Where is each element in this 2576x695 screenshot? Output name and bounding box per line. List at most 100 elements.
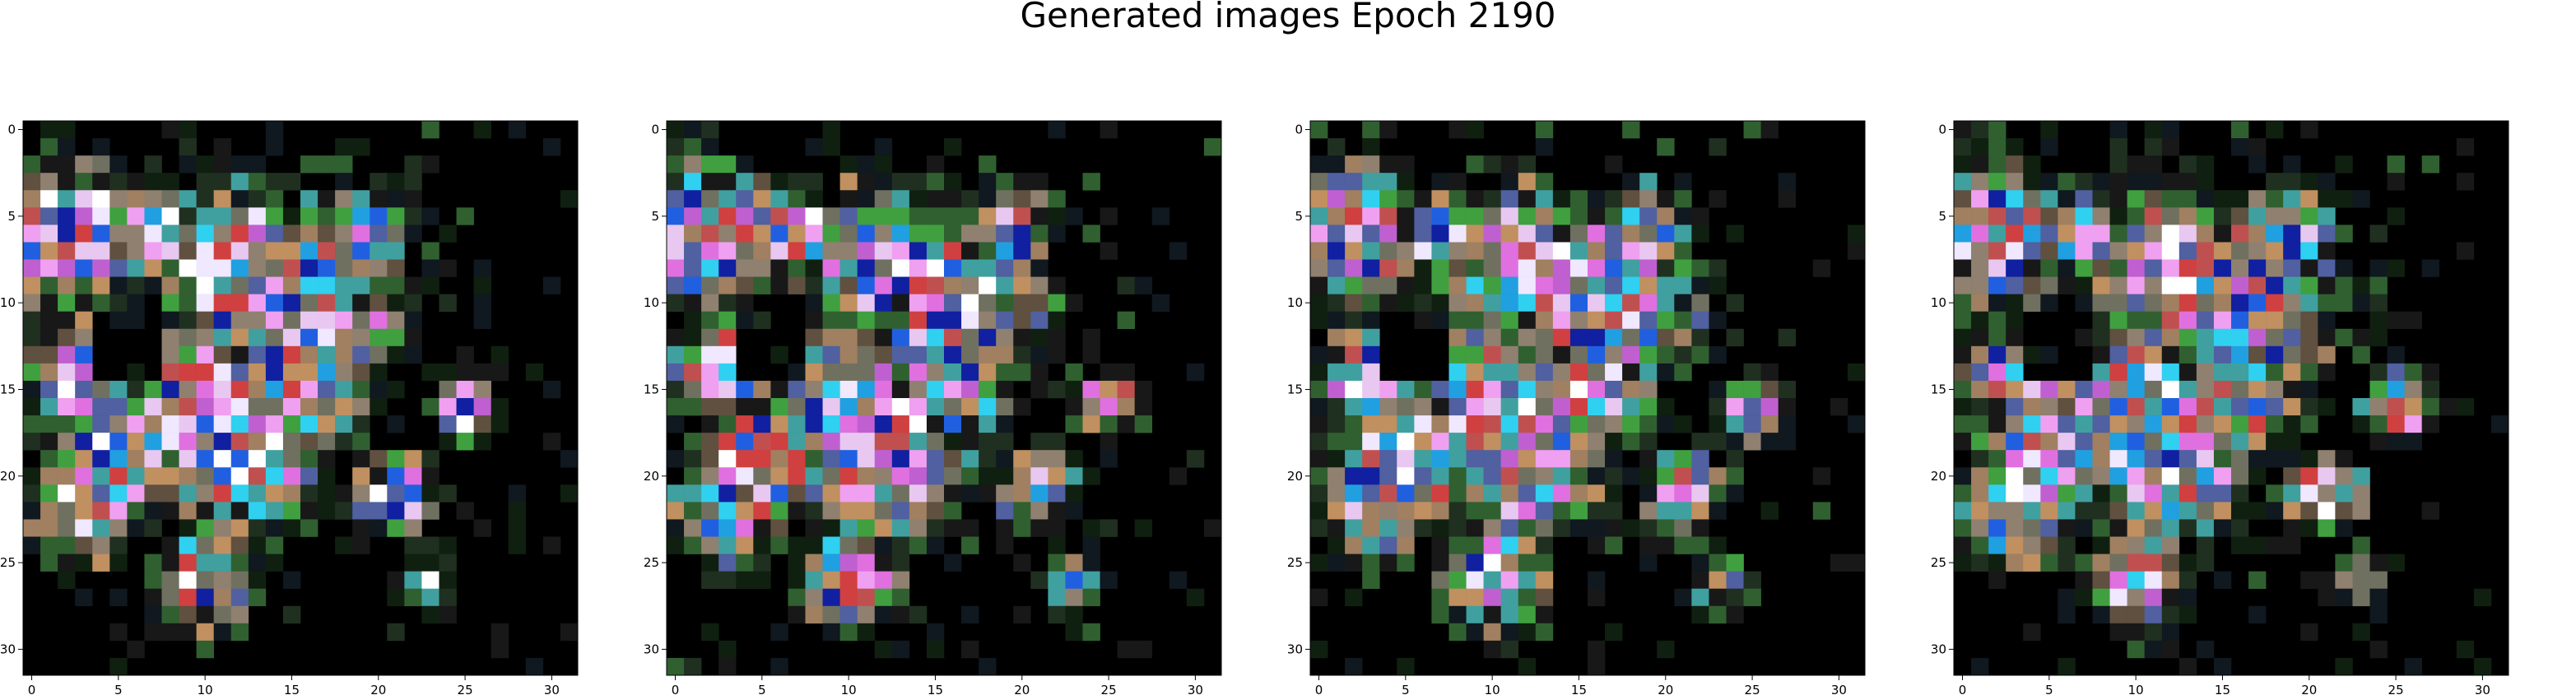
pixel [1988,242,2006,260]
pixel [58,173,76,191]
pixel [404,345,422,364]
pixel [2144,502,2163,520]
pixel [2266,415,2284,433]
pixel [1310,415,1328,433]
pixel [684,190,702,208]
pixel [701,155,719,174]
pixel [1709,433,1727,451]
pixel [196,311,214,330]
pixel [404,467,422,485]
pixel [1483,345,1501,364]
pixel [2266,259,2284,277]
pixel [525,363,544,382]
pixel [1466,415,1484,433]
pixel [770,536,788,554]
pixel [1971,657,1989,676]
pixel [1466,242,1484,260]
pixel [2421,398,2440,416]
pixel [2092,536,2110,554]
pixel [370,398,388,416]
pixel [2387,173,2405,191]
pixel [23,294,41,312]
pixel [456,502,474,520]
pixel [891,398,910,416]
pixel [196,190,214,208]
pixel [1622,467,1640,485]
pixel [1345,433,1363,451]
pixel [684,450,702,468]
pixel [2023,450,2041,468]
pixel [1988,173,2006,191]
pixel [1954,380,1972,399]
pixel [1483,554,1501,572]
pixel [2144,294,2163,312]
pixel [805,207,823,225]
pixel [2023,155,2041,174]
pixel [718,484,737,503]
pixel [1448,623,1467,642]
pixel [2318,311,2336,330]
pixel [2040,536,2058,554]
pixel [318,328,336,347]
pixel [1345,415,1363,433]
pixel [1518,588,1537,607]
pixel [1030,380,1049,399]
pixel [1726,605,1744,624]
pixel [2335,225,2353,243]
pixel [75,242,93,260]
pixel [753,502,771,520]
pixel [109,502,128,520]
pixel [2369,588,2388,607]
pixel [2387,345,2405,364]
pixel [387,571,405,589]
pixel [144,554,162,572]
pixel [370,294,388,312]
pixel [196,380,214,399]
pixel [1847,554,1866,572]
pixel [1971,433,1989,451]
pixel [2404,380,2422,399]
pixel [1483,588,1501,607]
pixel [1397,484,1415,503]
pixel [1414,467,1432,485]
pixel [1448,588,1467,607]
pixel [1414,311,1432,330]
pixel [667,450,685,468]
pixel [1500,519,1519,537]
pixel [961,415,979,433]
pixel [1569,311,1588,330]
pixel [2318,328,2336,347]
pixel [2369,640,2388,659]
pixel [2144,138,2163,156]
pixel [230,415,249,433]
pixel [161,173,179,191]
pixel [1030,571,1049,589]
pixel [805,554,823,572]
pixel [701,242,719,260]
pixel [1448,363,1467,382]
pixel [857,380,876,399]
pixel [230,571,249,589]
y-tick-label: 15 [1931,382,1946,396]
pixel [421,276,439,294]
pixel [2231,138,2249,156]
pixel [58,121,76,139]
pixel [1414,450,1432,468]
pixel [75,345,93,364]
pixel [1151,207,1170,225]
pixel [75,207,93,225]
pixel [1971,311,1989,330]
pixel [2023,484,2041,503]
pixel [1379,398,1397,416]
pixel [926,398,945,416]
pixel [2213,259,2232,277]
pixel [2248,450,2267,468]
pixel [1345,155,1363,174]
pixel [2109,415,2127,433]
pixel [2075,190,2093,208]
pixel [1345,380,1363,399]
pixel [770,276,788,294]
pixel [2144,536,2163,554]
pixel [2231,225,2249,243]
pixel [2335,657,2353,676]
